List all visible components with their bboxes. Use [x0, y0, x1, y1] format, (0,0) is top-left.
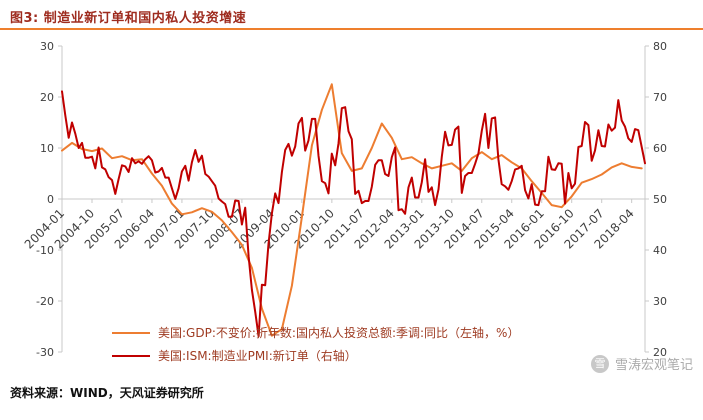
svg-text:20: 20 — [653, 346, 667, 359]
svg-text:-30: -30 — [36, 346, 54, 359]
svg-text:40: 40 — [653, 244, 667, 257]
svg-text:60: 60 — [653, 142, 667, 155]
legend-swatch-ism-line — [112, 354, 150, 357]
legend-label-gdp: 美国:GDP:不变价:折年数:国内私人投资总额:季调:同比（左轴，%） — [158, 326, 520, 340]
watermark: 雪 雪涛宏观笔记 — [590, 354, 693, 373]
data-source: 资料来源：WIND，天风证券研究所 — [10, 386, 204, 400]
chart-legend: 美国:GDP:不变价:折年数:国内私人投资总额:季调:同比（左轴，%） 美国:I… — [112, 324, 519, 370]
svg-text:70: 70 — [653, 91, 667, 104]
svg-text:50: 50 — [653, 193, 667, 206]
svg-text:30: 30 — [40, 40, 54, 53]
svg-text:10: 10 — [40, 142, 54, 155]
svg-text:-10: -10 — [36, 244, 54, 257]
title-underline — [0, 28, 703, 30]
svg-text:30: 30 — [653, 295, 667, 308]
legend-item-gdp: 美国:GDP:不变价:折年数:国内私人投资总额:季调:同比（左轴，%） — [112, 324, 519, 341]
watermark-logo-icon: 雪 — [590, 354, 609, 373]
figure-number: 图3: — [10, 11, 44, 26]
watermark-text: 雪涛宏观笔记 — [614, 358, 693, 373]
svg-text:0: 0 — [47, 193, 54, 206]
svg-text:-20: -20 — [36, 295, 54, 308]
svg-text:20: 20 — [40, 91, 54, 104]
figure-title: 图3: 制造业新订单和国内私人投资增速 — [10, 7, 246, 26]
legend-label-ism: 美国:ISM:制造业PMI:新订单（右轴） — [158, 349, 357, 363]
svg-text:80: 80 — [653, 40, 667, 53]
figure-title-text: 制造业新订单和国内私人投资增速 — [43, 11, 247, 26]
legend-item-ism: 美国:ISM:制造业PMI:新订单（右轴） — [112, 347, 519, 364]
legend-swatch-gdp-line — [112, 331, 150, 334]
